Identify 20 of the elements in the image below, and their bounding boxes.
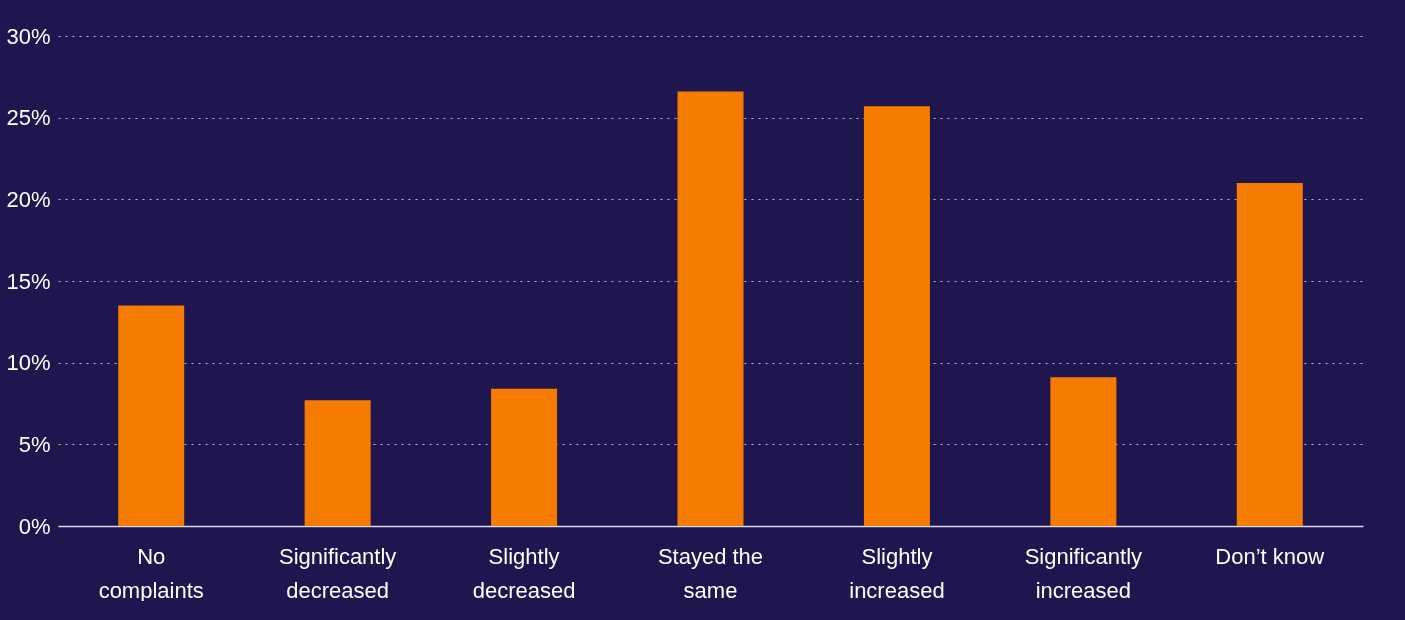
x-tick-label: Significantly decreased [278, 543, 397, 603]
y-tick-label: 0% [18, 513, 51, 539]
x-tick-label: Slightly decreased [472, 543, 576, 603]
x-tick-label: Stayed the same [657, 543, 764, 603]
y-tick-label: 15% [6, 268, 51, 294]
y-tick-label: 10% [6, 350, 51, 376]
x-tick-label: Significantly increased [1024, 543, 1143, 603]
y-tick-label: 30% [6, 23, 51, 49]
x-tick-label: Slightly increased [849, 543, 945, 603]
y-tick-label: 20% [6, 186, 51, 212]
y-tick-label: 5% [18, 431, 51, 457]
bar [677, 91, 744, 526]
bar [491, 388, 558, 526]
bar [1236, 183, 1303, 526]
x-tick-label: Don’t know [1215, 543, 1325, 569]
bar [118, 305, 185, 526]
y-tick-label: 25% [6, 105, 51, 131]
bar [863, 106, 930, 526]
bar [304, 400, 371, 526]
bar [1050, 377, 1117, 526]
